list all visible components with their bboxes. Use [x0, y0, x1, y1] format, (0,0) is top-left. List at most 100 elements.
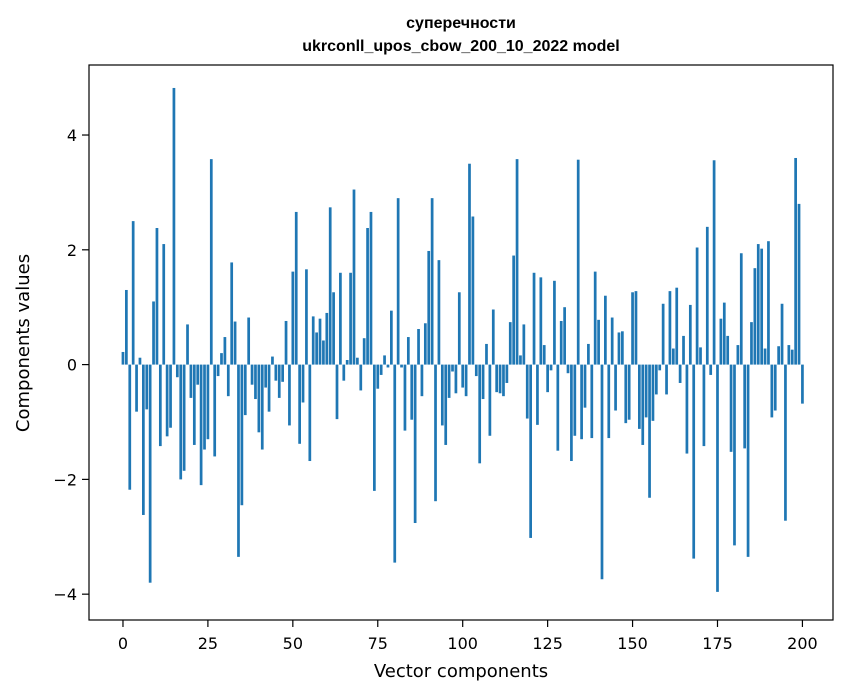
bar [658, 364, 662, 371]
bar [515, 159, 519, 365]
bar [617, 332, 621, 365]
y-axis-ticks: −4 −2 0 2 4 [53, 126, 89, 604]
bar [410, 364, 414, 420]
bar [763, 348, 767, 365]
bar [461, 364, 465, 388]
x-tick-label: 25 [198, 634, 218, 653]
bar [233, 321, 237, 365]
bar [695, 247, 699, 365]
bar [356, 357, 359, 365]
bar [308, 364, 312, 462]
bar [736, 345, 740, 365]
bar [668, 291, 672, 365]
bar [417, 329, 420, 365]
bar [610, 317, 614, 365]
bar [675, 287, 679, 365]
bar [206, 364, 210, 440]
bar [366, 228, 369, 365]
bar [614, 364, 617, 411]
bar [379, 364, 383, 375]
bar [430, 198, 434, 365]
bar [420, 364, 424, 397]
bar [390, 310, 393, 365]
bar [383, 355, 386, 365]
bar [529, 364, 532, 538]
x-tick-label: 125 [532, 634, 563, 653]
bar [563, 307, 566, 365]
bar [790, 349, 794, 365]
bar [641, 364, 645, 445]
bar [451, 364, 454, 372]
bar [688, 304, 692, 365]
bar [716, 364, 719, 592]
bar [427, 250, 431, 365]
bar [444, 364, 448, 445]
bar [502, 364, 505, 397]
bar [726, 335, 730, 365]
bar [131, 221, 135, 365]
bar [471, 216, 475, 365]
bar [175, 364, 179, 378]
y-tick-label: 0 [67, 356, 77, 375]
bar [556, 364, 560, 451]
bar [315, 332, 318, 365]
bar [349, 272, 352, 365]
bar [311, 316, 315, 365]
bar [536, 364, 539, 425]
bar [750, 322, 753, 365]
bar [743, 364, 747, 449]
bar [386, 364, 390, 368]
bar [135, 364, 138, 412]
bar [692, 364, 696, 559]
bar [352, 189, 356, 365]
bar [702, 364, 706, 447]
bar [318, 318, 322, 365]
bar [186, 324, 189, 365]
bar [580, 364, 583, 440]
bar [787, 345, 791, 365]
bar [209, 159, 213, 365]
bar [260, 364, 264, 450]
bar [138, 357, 142, 365]
bar [729, 364, 733, 452]
bar [434, 364, 437, 502]
bar [648, 364, 651, 498]
bar [169, 364, 172, 428]
bar [264, 364, 268, 388]
bar [685, 364, 689, 454]
bar [566, 364, 570, 374]
y-tick-label: 4 [67, 126, 77, 145]
bar [709, 364, 713, 375]
bar [661, 303, 665, 365]
bar [237, 364, 240, 557]
bar [722, 302, 726, 365]
bar [756, 244, 760, 365]
bar [226, 364, 230, 397]
bar [549, 364, 553, 371]
x-tick-label: 0 [118, 634, 128, 653]
bar [196, 364, 200, 385]
bar [705, 226, 709, 365]
bar [587, 343, 590, 365]
bar [532, 272, 536, 365]
bar [359, 364, 363, 391]
bar [182, 364, 186, 471]
bar [699, 347, 702, 365]
bar [128, 364, 132, 490]
bar [158, 364, 162, 447]
bar [325, 312, 329, 365]
bar [396, 198, 400, 365]
bar [254, 364, 257, 400]
bar [797, 203, 801, 365]
bar [468, 163, 471, 365]
bar [440, 364, 444, 426]
x-tick-label: 200 [787, 634, 818, 653]
bar [142, 364, 145, 515]
bar [213, 364, 217, 457]
bar [220, 353, 223, 365]
x-tick-label: 100 [447, 634, 478, 653]
plot-frame [88, 64, 834, 621]
bar [250, 364, 254, 385]
bar [152, 301, 155, 365]
bar [678, 364, 682, 383]
